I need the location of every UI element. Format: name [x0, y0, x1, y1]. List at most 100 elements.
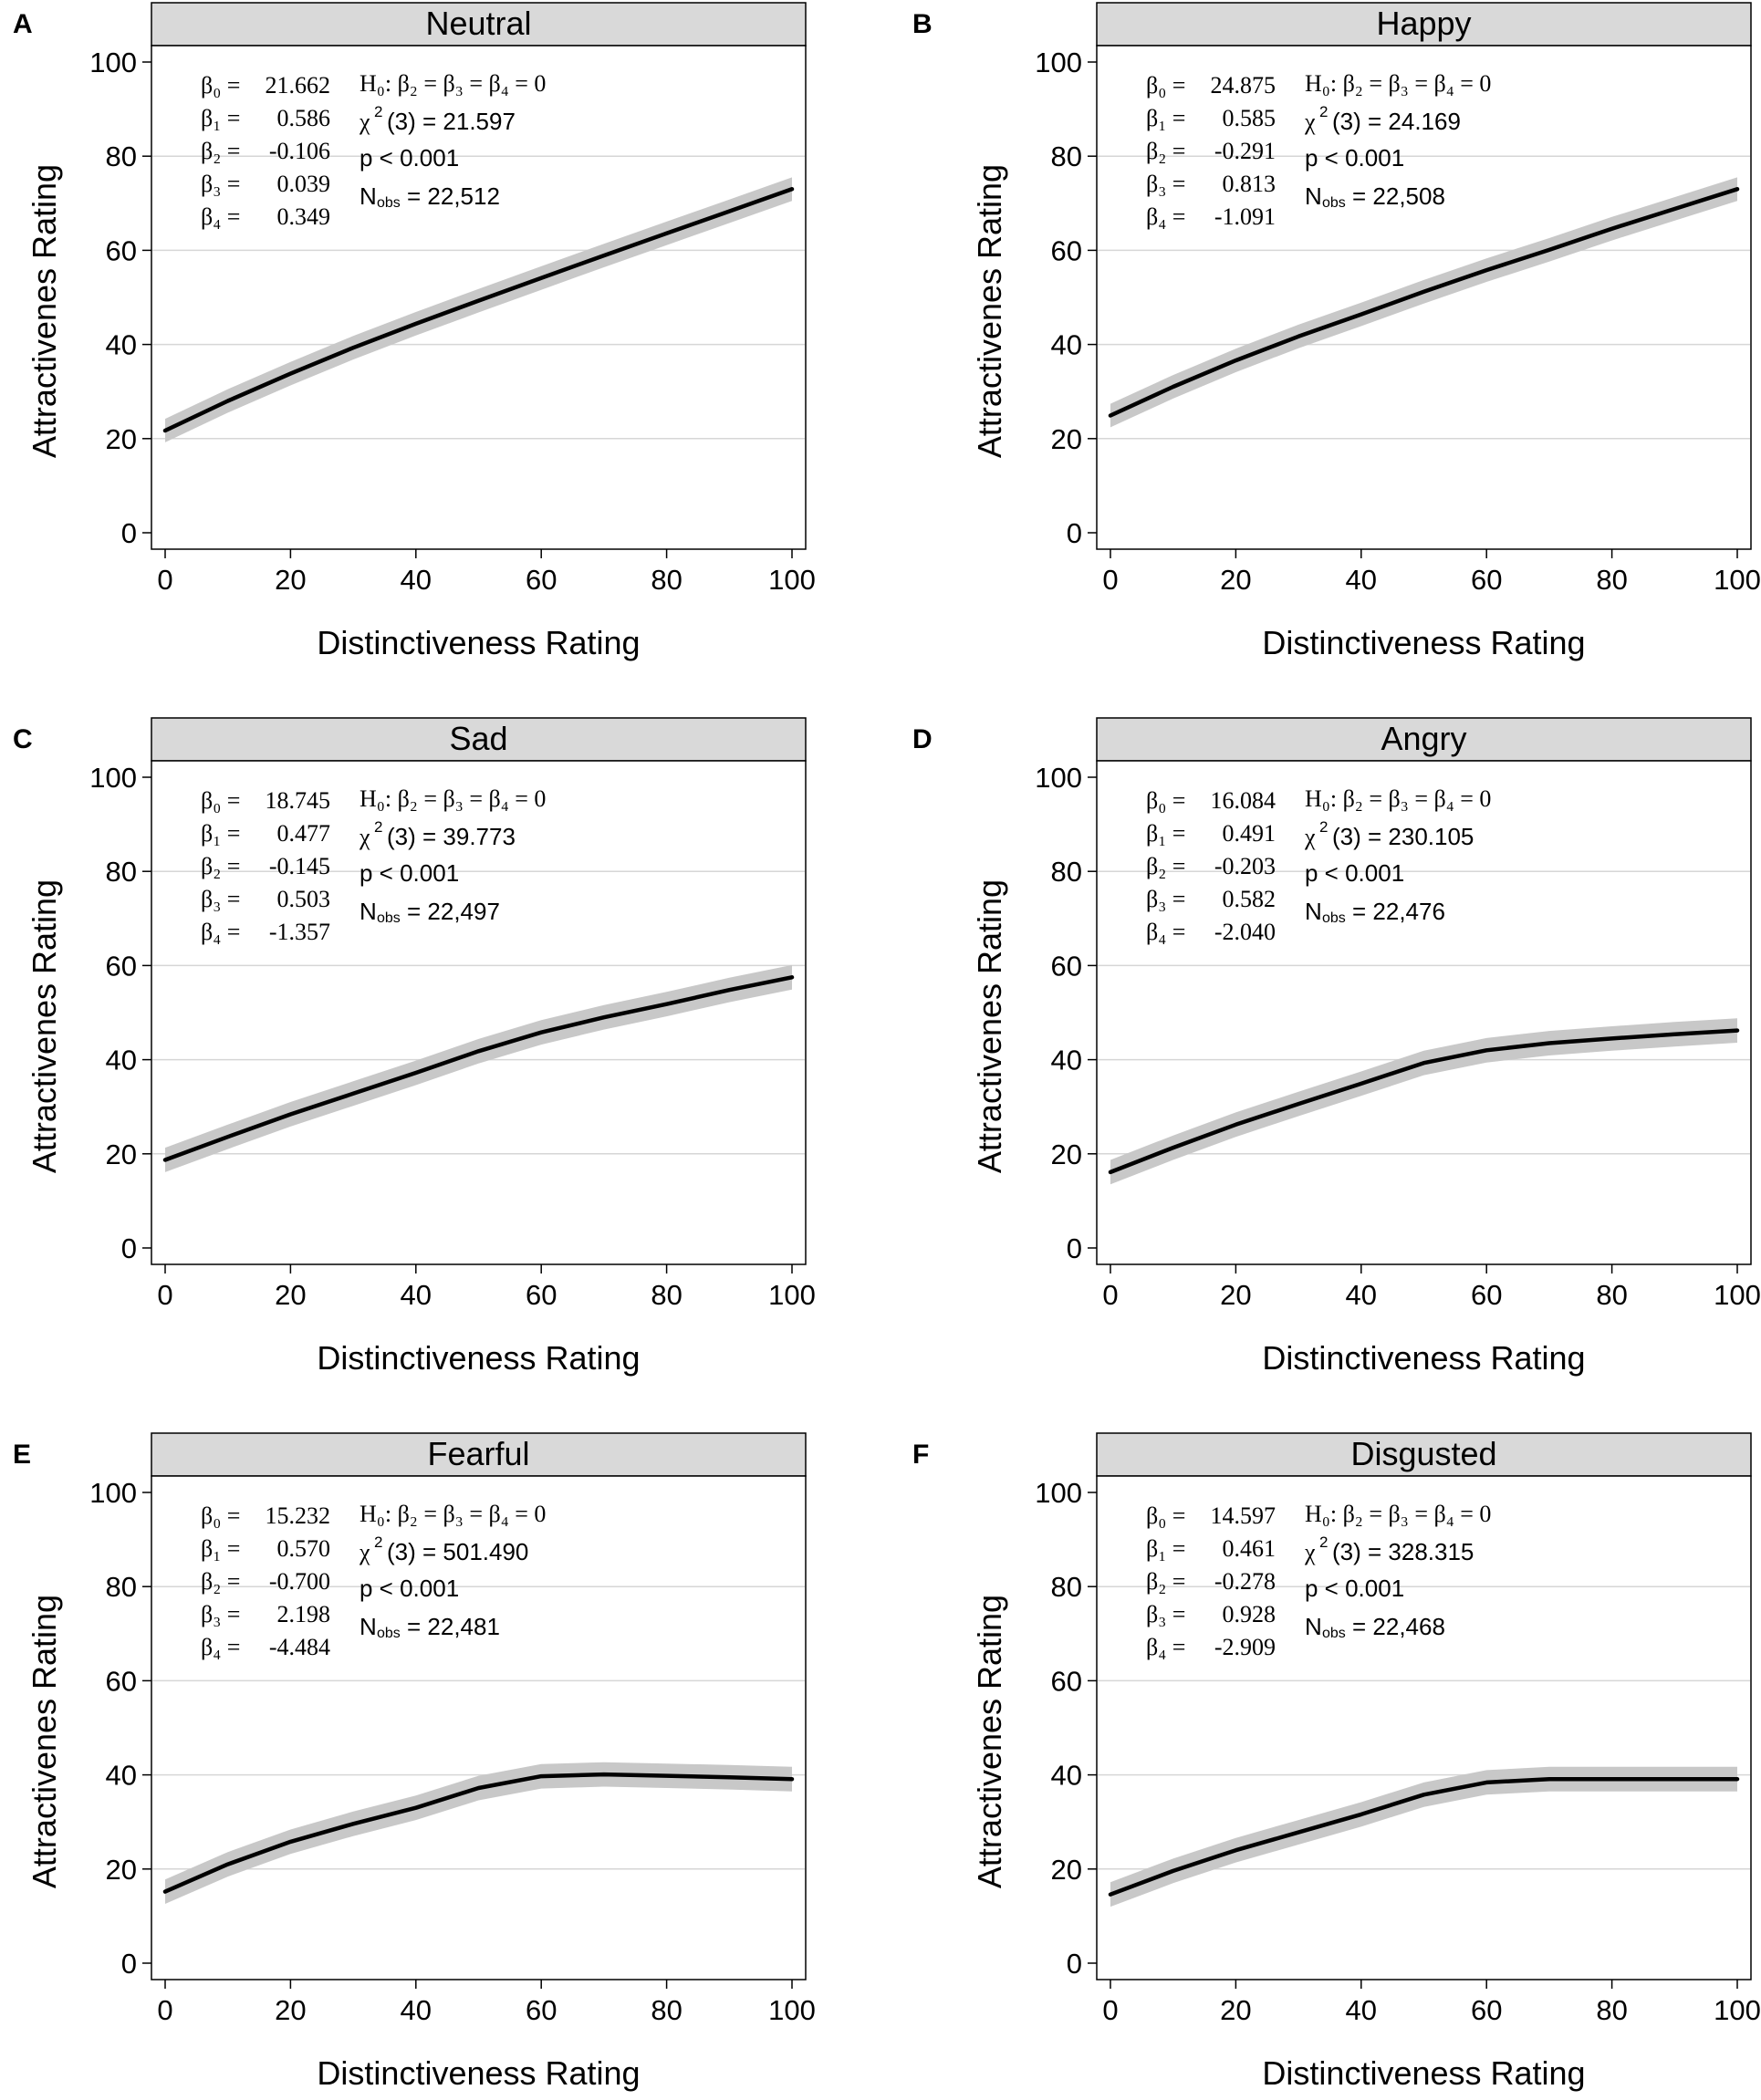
beta-value: 0.461 — [1223, 1535, 1276, 1562]
n-subscript: obs — [377, 1626, 401, 1641]
panel-title: Angry — [1381, 720, 1466, 757]
n-subscript: obs — [377, 910, 401, 926]
chi-statistic: (3) = 24.169 — [1332, 108, 1461, 135]
fit-line — [162, 187, 795, 433]
beta-value: 0.813 — [1223, 171, 1276, 197]
n-subscript: obs — [1322, 910, 1346, 926]
y-tick-label: 20 — [106, 1854, 137, 1886]
x-tick-label: 60 — [1471, 1994, 1502, 2026]
x-tick-label: 20 — [1220, 1279, 1251, 1311]
x-tick-label: 20 — [1220, 564, 1251, 596]
beta-label: β₄ = — [1146, 203, 1185, 230]
x-tick-label: 0 — [1102, 564, 1118, 596]
n-value: = 22,512 — [407, 182, 500, 210]
hypothesis-text: H₀: β₂ = β₃ = β₄ = 0 — [1305, 70, 1491, 97]
y-axis-title: Attractivenes Rating — [971, 1595, 1008, 1888]
x-axis-title: Distinctiveness Rating — [1262, 2054, 1585, 2092]
chi-superscript: 2 — [1319, 1533, 1328, 1551]
beta-label: β₀ = — [1146, 787, 1185, 814]
beta-value: 16.084 — [1211, 787, 1276, 814]
beta-label: β₂ = — [201, 1568, 240, 1595]
chi-statistic: (3) = 501.490 — [387, 1538, 528, 1565]
panel-letter: C — [13, 724, 33, 754]
beta-label: β₁ = — [201, 105, 240, 131]
x-tick-label: 60 — [526, 564, 557, 596]
strip-header — [151, 2, 807, 47]
y-axis-title: Attractivenes Rating — [26, 1595, 63, 1888]
chi-superscript: 2 — [374, 818, 382, 836]
y-tick-label: 80 — [1051, 140, 1082, 172]
x-tick-label: 40 — [401, 564, 432, 596]
x-tick-label: 100 — [1714, 1279, 1761, 1311]
p-value: p < 0.001 — [1305, 1575, 1404, 1602]
beta-value: 0.928 — [1223, 1601, 1276, 1627]
chi-symbol: χ — [1304, 109, 1316, 135]
panel-c: C Sad 0 20 40 60 80 100 0 20 40 60 80 100 Distinctiven… — [13, 717, 816, 1377]
y-tick-label: 100 — [89, 1477, 137, 1509]
chi-statistic: (3) = 230.105 — [1332, 823, 1474, 850]
beta-value: 15.232 — [266, 1502, 331, 1529]
hypothesis-text: H₀: β₂ = β₃ = β₄ = 0 — [1305, 785, 1491, 812]
n-value: = 22,497 — [407, 898, 500, 925]
x-axis-title: Distinctiveness Rating — [1262, 1339, 1585, 1377]
y-tick-label: 20 — [1051, 1854, 1082, 1886]
beta-label: β₄ = — [1146, 1634, 1185, 1660]
x-tick-label: 0 — [157, 1279, 172, 1311]
panel-title: Sad — [449, 720, 507, 757]
y-tick-label: 20 — [1051, 1138, 1082, 1170]
chi-superscript: 2 — [374, 1533, 382, 1551]
panel-d: D Angry 0 20 40 60 80 100 0 20 40 60 80 100 Distinctiv… — [912, 717, 1761, 1377]
hypothesis-text: H₀: β₂ = β₃ = β₄ = 0 — [359, 1501, 546, 1527]
y-tick-label: 40 — [106, 1760, 137, 1792]
n-subscript: obs — [1322, 1626, 1346, 1641]
x-tick-label: 40 — [1346, 1279, 1377, 1311]
x-tick-label: 60 — [1471, 1279, 1502, 1311]
panel-letter: F — [912, 1440, 929, 1470]
y-tick-label: 0 — [121, 1948, 137, 1980]
panel-letter: B — [912, 9, 933, 39]
x-tick-label: 80 — [1596, 1994, 1627, 2026]
y-tick-label: 40 — [1051, 1045, 1082, 1076]
x-tick-label: 20 — [1220, 1994, 1251, 2026]
x-tick-label: 100 — [768, 1994, 816, 2026]
beta-label: β₄ = — [201, 1634, 240, 1660]
x-tick-label: 0 — [1102, 1994, 1118, 2026]
fit-line — [1108, 1028, 1740, 1175]
beta-value: 24.875 — [1211, 72, 1276, 99]
y-tick-label: 40 — [1051, 329, 1082, 361]
panel-title: Fearful — [427, 1435, 529, 1472]
x-tick-label: 80 — [651, 564, 682, 596]
panel-title: Neutral — [425, 5, 531, 42]
strip-header — [151, 717, 807, 762]
beta-value: 0.585 — [1223, 105, 1276, 131]
x-axis-title: Distinctiveness Rating — [317, 624, 640, 661]
y-tick-label: 40 — [1051, 1760, 1082, 1792]
beta-value: 0.039 — [277, 171, 331, 197]
x-tick-label: 40 — [401, 1279, 432, 1311]
x-tick-label: 40 — [1346, 564, 1377, 596]
y-tick-label: 0 — [1067, 1232, 1082, 1264]
x-tick-label: 40 — [401, 1994, 432, 2026]
beta-value: -0.203 — [1214, 853, 1276, 879]
y-tick-label: 80 — [106, 856, 137, 888]
n-label: N — [1305, 1613, 1322, 1640]
beta-value: -0.106 — [269, 138, 330, 164]
y-tick-label: 100 — [1035, 1477, 1082, 1509]
n-value: = 22,481 — [407, 1613, 500, 1640]
hypothesis-text: H₀: β₂ = β₃ = β₄ = 0 — [359, 785, 546, 812]
beta-label: β₂ = — [201, 138, 240, 164]
y-tick-label: 100 — [1035, 762, 1082, 794]
confidence-band — [165, 964, 792, 1172]
y-tick-label: 60 — [1051, 1665, 1082, 1697]
beta-label: β₁ = — [1146, 105, 1185, 131]
y-axis-title: Attractivenes Rating — [971, 879, 1008, 1173]
n-value: = 22,476 — [1352, 898, 1445, 925]
beta-label: β₂ = — [1146, 853, 1185, 879]
n-subscript: obs — [1322, 195, 1346, 211]
x-tick-label: 20 — [275, 1279, 306, 1311]
x-tick-label: 40 — [1346, 1994, 1377, 2026]
panel-letter: E — [13, 1440, 31, 1470]
beta-value: -4.484 — [269, 1634, 330, 1660]
